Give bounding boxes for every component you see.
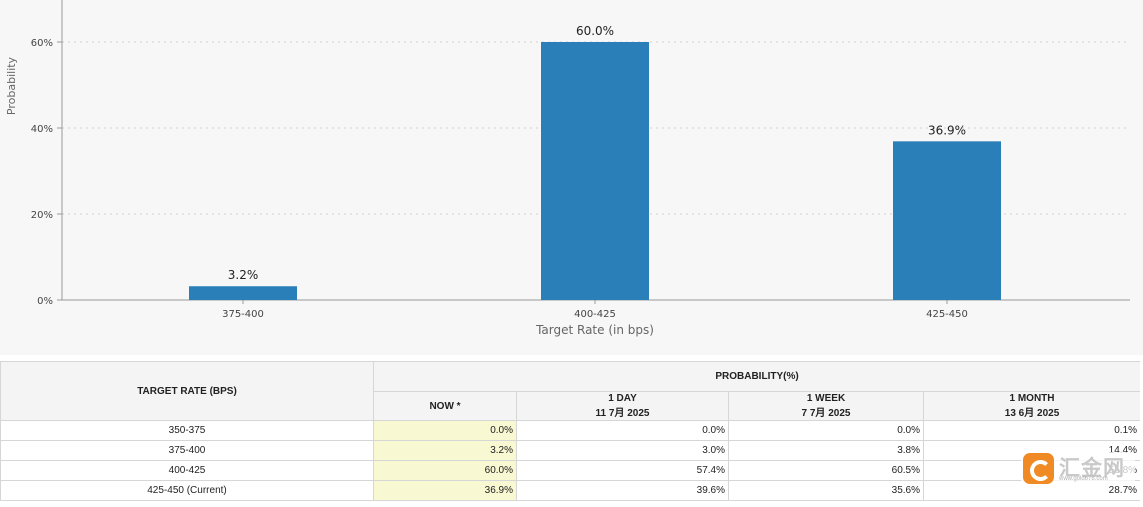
column-header: 1 WEEK 7 7月 2025 (728, 391, 924, 421)
bar-chart: 0% 20% 40% 60% Probability 3.2% 375-400 60.0% 40… (5, 0, 1130, 337)
column-header: 1 DAY 11 7月 2025 (516, 391, 729, 421)
x-tick-label: 400-425 (574, 309, 616, 320)
column-header-title: 1 WEEK (806, 393, 846, 404)
y-tick-label: 40% (31, 124, 53, 135)
header-target-rate: TARGET RATE (BPS) (0, 361, 374, 421)
bar (541, 42, 649, 300)
chart-panel: 0% 20% 40% 60% Probability 3.2% 375-400 60.0% 40… (5, 0, 1130, 337)
y-tick-label: 20% (31, 210, 53, 221)
column-header-title: 1 MONTH (1009, 393, 1055, 404)
target-rate-cell: 400-425 (0, 460, 374, 481)
probability-table-container: TARGET RATE (BPS) PROBABILITY(%) NOW * 1 … (0, 361, 1140, 507)
probability-cell: 3.0% (516, 440, 729, 461)
probability-cell: 3.8% (728, 440, 924, 461)
column-header-title: NOW * (429, 400, 461, 412)
probability-cell: 0.0% (516, 420, 729, 441)
table-row: 425-450 (Current) 36.9% 39.6% 35.6% 28.7% (0, 480, 1140, 501)
column-header-date: 7 7月 2025 (801, 408, 851, 419)
column-header: 1 MONTH 13 6月 2025 (922, 391, 1140, 421)
bar-data-label: 3.2% (228, 268, 259, 282)
probability-cell: 57.4% (516, 460, 729, 481)
x-tick-label: 375-400 (222, 309, 264, 320)
probability-cell: 60.5% (728, 460, 924, 481)
x-axis-label: Target Rate (in bps) (535, 323, 654, 337)
probability-table: TARGET RATE (BPS) PROBABILITY(%) NOW * 1 … (0, 361, 1140, 501)
column-header-date: 13 6月 2025 (1004, 408, 1060, 419)
y-axis-label: Probability (5, 56, 18, 115)
probability-cell: 0.1% (922, 420, 1140, 441)
probability-cell: 0.0% (373, 420, 517, 441)
bar-data-label: 60.0% (576, 24, 614, 38)
target-rate-cell: 375-400 (0, 440, 374, 461)
column-header-date: 11 7月 2025 (595, 408, 650, 419)
probability-cell: 3.2% (373, 440, 517, 461)
target-rate-cell: 425-450 (Current) (0, 480, 374, 501)
gold-logo-icon (1023, 453, 1054, 484)
probability-cell: 39.6% (516, 480, 729, 501)
column-header-title: 1 DAY (608, 393, 637, 404)
y-tick-label: 0% (37, 296, 53, 307)
watermark-url: www.gold678.com (1059, 476, 1108, 482)
column-header: NOW * (373, 391, 517, 421)
bar-data-label: 36.9% (928, 123, 966, 137)
watermark-brand: 汇金网 (1059, 456, 1125, 480)
probability-cell: 35.6% (728, 480, 924, 501)
table-row: 375-400 3.2% 3.0% 3.8% 14.4% (0, 440, 1140, 461)
bar (893, 141, 1001, 300)
watermark-logo: 汇金网 www.gold678.com (1021, 452, 1135, 486)
table-row: 350-375 0.0% 0.0% 0.0% 0.1% (0, 420, 1140, 441)
y-tick-label: 60% (31, 38, 53, 49)
header-probability: PROBABILITY(%) (372, 361, 1140, 392)
target-rate-cell: 350-375 (0, 420, 374, 441)
probability-cell: 36.9% (373, 480, 517, 501)
probability-cell: 60.0% (373, 460, 517, 481)
bar (189, 286, 297, 300)
probability-cell: 0.0% (728, 420, 924, 441)
x-tick-label: 425-450 (926, 309, 968, 320)
